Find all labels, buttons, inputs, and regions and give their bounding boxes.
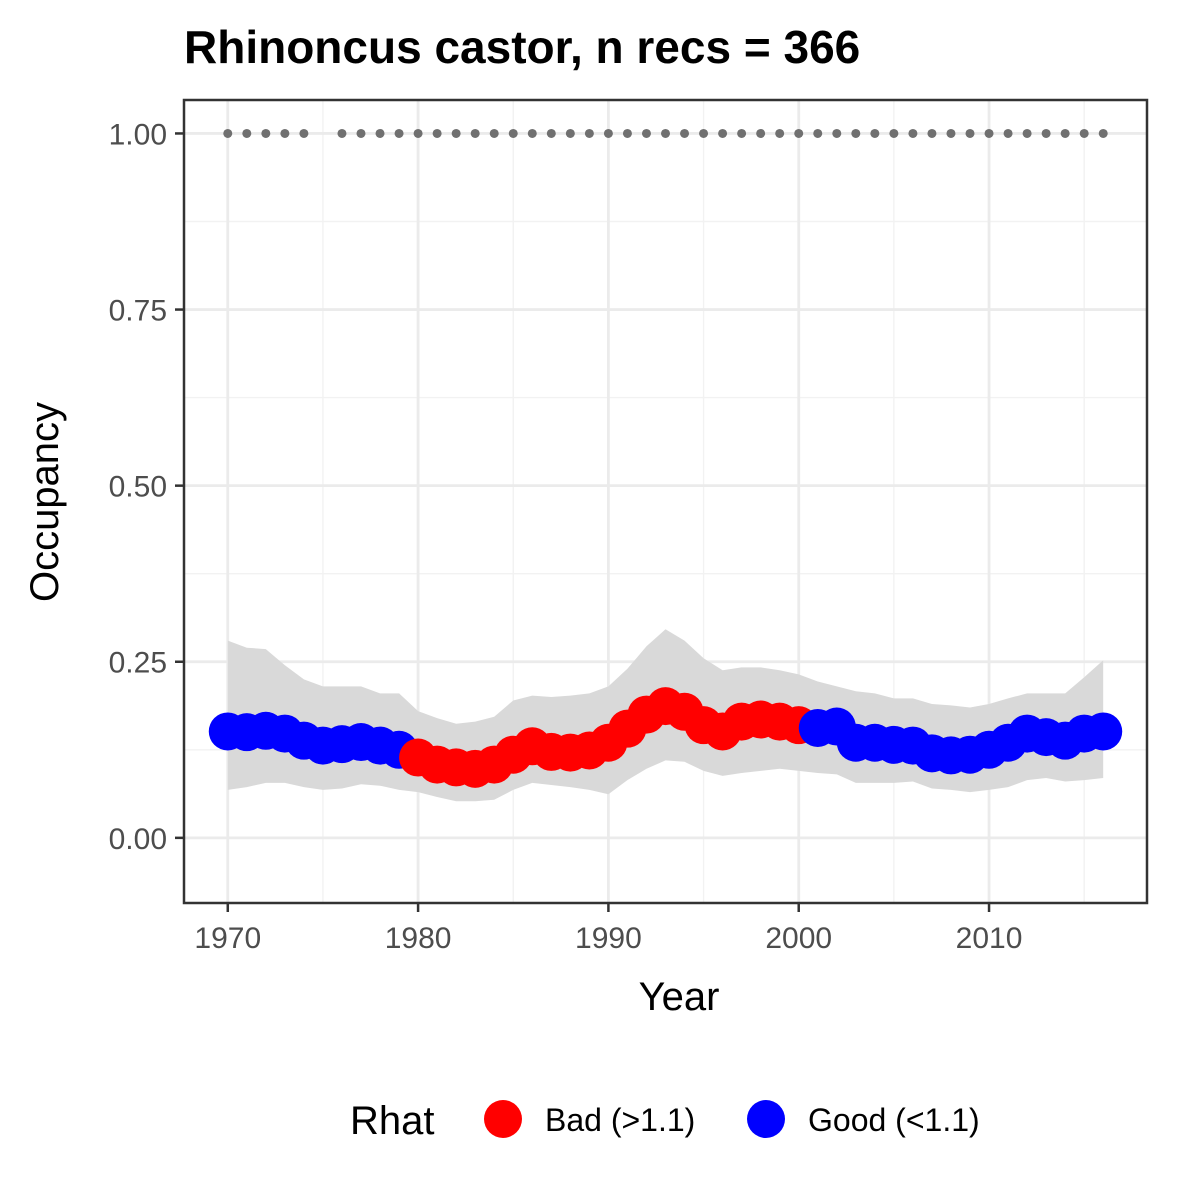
record-dot xyxy=(851,128,861,138)
record-dot xyxy=(1098,128,1108,138)
y-tick-label: 1.00 xyxy=(109,118,167,151)
record-dot xyxy=(1041,128,1051,138)
record-dot xyxy=(1003,128,1013,138)
record-dot xyxy=(470,128,480,138)
y-tick-label: 0.50 xyxy=(109,471,167,504)
legend-label-bad: Bad (>1.1) xyxy=(545,1102,695,1138)
panel-border xyxy=(182,98,1149,905)
x-tick-label: 2000 xyxy=(765,922,832,955)
record-dots-layer xyxy=(223,128,1108,138)
record-dot xyxy=(565,128,575,138)
x-axis-title: Year xyxy=(639,975,720,1019)
record-dot xyxy=(223,128,233,138)
record-dot xyxy=(794,128,804,138)
record-dot xyxy=(394,128,404,138)
record-dot xyxy=(546,128,556,138)
legend-key-good xyxy=(747,1100,785,1138)
record-dot xyxy=(756,128,766,138)
record-dot xyxy=(337,128,347,138)
x-tick-label: 1980 xyxy=(385,922,452,955)
occupancy-point xyxy=(1084,712,1123,751)
panel-border-layer xyxy=(182,98,1149,905)
record-dot xyxy=(375,128,385,138)
record-dot xyxy=(965,128,975,138)
legend-key-bad xyxy=(484,1100,522,1138)
record-dot xyxy=(280,128,290,138)
record-dot xyxy=(680,128,690,138)
y-tick-label: 0.75 xyxy=(109,295,167,328)
record-dot xyxy=(261,128,271,138)
record-dot xyxy=(1022,128,1032,138)
y-tick-label: 0.25 xyxy=(109,647,167,680)
record-dot xyxy=(489,128,499,138)
record-dot xyxy=(775,128,785,138)
record-dot xyxy=(622,128,632,138)
x-tick-label: 1970 xyxy=(194,922,261,955)
record-dot xyxy=(927,128,937,138)
record-dot xyxy=(1060,128,1070,138)
record-dot xyxy=(908,128,918,138)
record-dot xyxy=(413,128,423,138)
legend: Rhat Bad (>1.1) Good (<1.1) xyxy=(350,1099,980,1143)
record-dot xyxy=(356,128,366,138)
record-dot xyxy=(718,128,728,138)
record-dot xyxy=(299,128,309,138)
record-dot xyxy=(451,128,461,138)
chart-title: Rhinoncus castor, n recs = 366 xyxy=(184,21,860,73)
x-tick-label: 2010 xyxy=(956,922,1023,955)
record-dot xyxy=(832,128,842,138)
record-dot xyxy=(603,128,613,138)
record-dot xyxy=(946,128,956,138)
record-dot xyxy=(508,128,518,138)
x-axis: 1970 1980 1990 2000 2010 xyxy=(194,903,1022,955)
occupancy-points-layer xyxy=(208,687,1123,788)
y-axis-title: Occupancy xyxy=(23,402,67,602)
record-dot xyxy=(661,128,670,138)
record-dot xyxy=(584,128,594,138)
record-dot xyxy=(699,128,709,138)
record-dot xyxy=(813,128,823,138)
record-dot xyxy=(242,128,252,138)
record-dot xyxy=(984,128,994,138)
legend-label-good: Good (<1.1) xyxy=(808,1102,980,1138)
legend-title: Rhat xyxy=(350,1099,435,1143)
record-dot xyxy=(432,128,442,138)
x-tick-label: 1990 xyxy=(575,922,642,955)
y-axis: 0.00 0.25 0.50 0.75 1.00 xyxy=(109,118,184,856)
record-dot xyxy=(641,128,651,138)
record-dot xyxy=(527,128,537,138)
record-dot xyxy=(889,128,899,138)
record-dot xyxy=(1079,128,1089,138)
y-tick-label: 0.00 xyxy=(109,823,167,856)
record-dot xyxy=(870,128,880,138)
record-dot xyxy=(737,128,747,138)
